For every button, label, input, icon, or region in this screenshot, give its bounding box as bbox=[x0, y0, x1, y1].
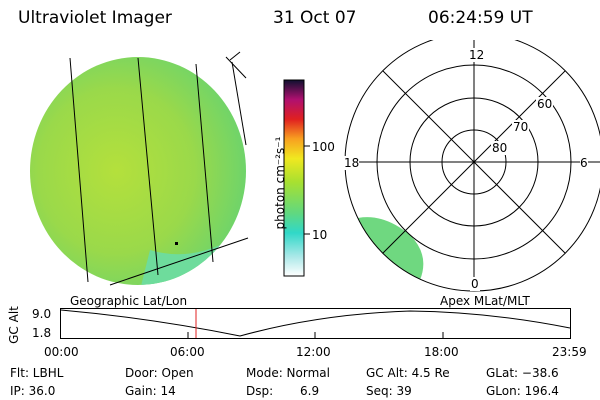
dsp-label: Dsp: bbox=[246, 384, 274, 398]
orbit-xtick-1800: 18:00 bbox=[424, 345, 459, 359]
gc-alt-info: GC Alt: 4.5 Re bbox=[366, 366, 450, 380]
glat-info: GLat: −38.6 bbox=[486, 366, 559, 380]
orbit-ylabel: GC Alt bbox=[7, 306, 21, 344]
orbit-ytick-max: 9.0 bbox=[32, 307, 52, 321]
ip-info: IP: 36.0 bbox=[10, 384, 56, 398]
lat-label-70: 70 bbox=[512, 120, 530, 134]
polar-image-data bbox=[350, 217, 424, 290]
filter-info: Flt: LBHL bbox=[10, 366, 64, 380]
lat-label-60: 60 bbox=[536, 97, 554, 111]
orbit-xtick-0600: 06:00 bbox=[170, 345, 205, 359]
mlt-label-18: 18 bbox=[344, 156, 360, 170]
orbit-altitude-curve bbox=[60, 309, 571, 337]
mode-info: Mode: Normal bbox=[246, 366, 330, 380]
date-label: 31 Oct 07 bbox=[273, 8, 357, 28]
apex-panel-label: Apex MLat/MLT bbox=[440, 294, 530, 308]
gain-info: Gain: 14 bbox=[125, 384, 176, 398]
seq-info: Seq: 39 bbox=[366, 384, 412, 398]
geographic-image bbox=[30, 51, 249, 286]
mlt-label-0: 0 bbox=[470, 277, 480, 291]
mlt-label-12: 12 bbox=[468, 48, 486, 62]
lat-lon-grid bbox=[69, 51, 249, 286]
orbit-plot bbox=[60, 308, 571, 339]
colorbar bbox=[283, 79, 310, 277]
orbit-xtick-0000: 00:00 bbox=[44, 345, 79, 359]
lat-label-80: 80 bbox=[491, 141, 509, 155]
dsp-value: 6.9 bbox=[300, 384, 320, 398]
orbit-frame bbox=[60, 308, 571, 339]
colorbar-tick-label-100: 100 bbox=[312, 140, 335, 154]
colorbar-tick-label-10: 10 bbox=[312, 228, 328, 242]
point-marker bbox=[175, 242, 178, 245]
mlt-label-6: 6 bbox=[580, 156, 588, 170]
polar-plot bbox=[344, 40, 600, 292]
glon-info: GLon: 196.4 bbox=[486, 384, 559, 398]
geographic-panel-label: Geographic Lat/Lon bbox=[70, 294, 188, 308]
door-info: Door: Open bbox=[125, 366, 194, 380]
orbit-ytick-min: 1.8 bbox=[32, 326, 52, 340]
orbit-xtick-2359: 23:59 bbox=[552, 345, 587, 359]
colorbar-scale bbox=[283, 79, 305, 277]
instrument-title: Ultraviolet Imager bbox=[18, 8, 172, 28]
colorbar-unit-label: photon cm⁻²s⁻¹ bbox=[273, 136, 287, 230]
orbit-xtick-1200: 12:00 bbox=[296, 345, 331, 359]
time-label: 06:24:59 UT bbox=[428, 8, 533, 28]
polar-grid bbox=[344, 40, 600, 292]
